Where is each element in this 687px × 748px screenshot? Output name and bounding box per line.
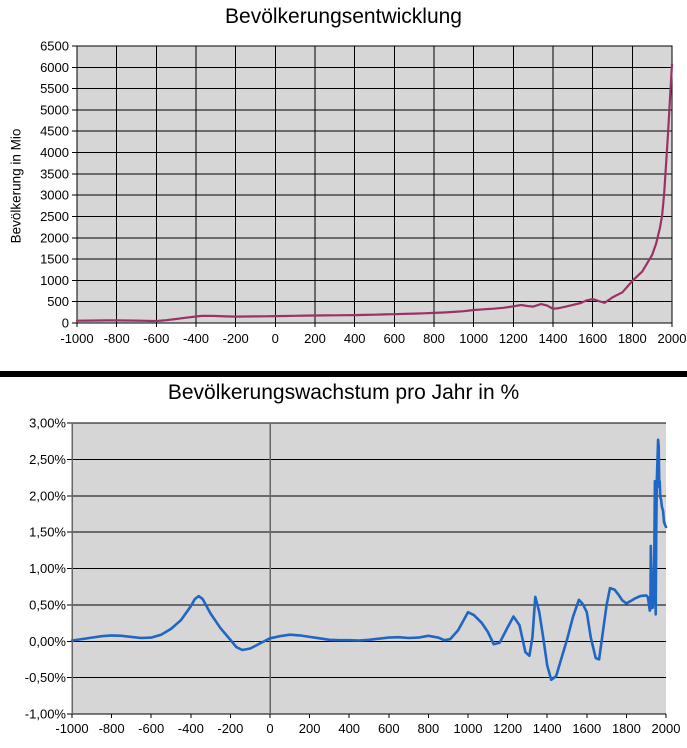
- y-tick-label: 4500: [40, 124, 69, 139]
- x-tick-label: -400: [178, 721, 204, 736]
- y-tick-label: 2,00%: [29, 488, 66, 503]
- y-tick-label: 1500: [40, 252, 69, 267]
- chart-divider-bar: [0, 371, 687, 377]
- x-tick-label: 0: [272, 331, 279, 346]
- y-tick-label: 0: [62, 316, 69, 331]
- y-tick-label: -1,00%: [25, 707, 67, 722]
- x-tick-label: 1400: [539, 331, 568, 346]
- x-tick-label: -800: [99, 721, 125, 736]
- x-tick-label: 1400: [533, 721, 562, 736]
- x-tick-label: 1000: [454, 721, 483, 736]
- y-tick-label: 2,50%: [29, 452, 66, 467]
- y-tick-label: 0,50%: [29, 597, 66, 612]
- plot-area: [77, 46, 672, 323]
- y-tick-label: 5500: [40, 81, 69, 96]
- x-tick-label: 400: [344, 331, 366, 346]
- x-tick-label: 400: [338, 721, 360, 736]
- y-tick-label: 6000: [40, 60, 69, 75]
- x-tick-label: 600: [383, 331, 405, 346]
- x-tick-label: 2000: [652, 721, 681, 736]
- x-tick-label: 200: [304, 331, 326, 346]
- x-tick-label: 800: [418, 721, 440, 736]
- x-tick-label: -1000: [60, 331, 93, 346]
- y-tick-label: 5000: [40, 102, 69, 117]
- x-tick-label: -400: [183, 331, 209, 346]
- x-tick-label: 1600: [572, 721, 601, 736]
- y-tick-label: 1,00%: [29, 561, 66, 576]
- x-tick-label: -600: [143, 331, 169, 346]
- x-tick-label: 1200: [493, 721, 522, 736]
- x-tick-label: -600: [138, 721, 164, 736]
- y-tick-label: 4000: [40, 145, 69, 160]
- y-tick-label: 2500: [40, 209, 69, 224]
- x-tick-label: 1200: [499, 331, 528, 346]
- y-tick-label: -0,50%: [25, 670, 67, 685]
- x-tick-label: 1800: [612, 721, 641, 736]
- growth-rate-chart-title: Bevölkerungswachstum pro Jahr in %: [167, 381, 520, 404]
- y-tick-label: 3000: [40, 188, 69, 203]
- x-tick-label: -200: [223, 331, 249, 346]
- y-tick-label: 500: [47, 294, 69, 309]
- y-tick-label: 3500: [40, 166, 69, 181]
- x-tick-label: -200: [217, 721, 243, 736]
- y-tick-label: 1,50%: [29, 525, 66, 540]
- x-tick-label: 200: [299, 721, 321, 736]
- population-series-line: [75, 63, 674, 323]
- y-tick-label: 6500: [40, 39, 69, 54]
- y-tick-label: 2000: [40, 230, 69, 245]
- x-tick-label: 600: [378, 721, 400, 736]
- x-tick-label: 0: [266, 721, 273, 736]
- plot-border: [76, 45, 673, 324]
- growth-rate-chart: 3,00% 2,50% 2,00% 1,50% 1,00% 0,50% 0,00% -0,50…: [25, 416, 681, 737]
- x-tick-label: 1800: [618, 331, 647, 346]
- population-chart-title: Bevölkerungsentwicklung: [225, 5, 462, 28]
- population-development-chart: 0500100015002000250030003500400045005000…: [40, 39, 687, 347]
- growth-rate-series-line: [70, 438, 668, 682]
- x-tick-label: 1600: [578, 331, 607, 346]
- x-tick-label: -1000: [55, 721, 88, 736]
- x-tick-label: 800: [423, 331, 445, 346]
- x-tick-label: 2000: [658, 331, 687, 346]
- y-tick-label: 0,00%: [29, 634, 66, 649]
- y-tick-label: 3,00%: [29, 416, 66, 431]
- y-tick-label: 1000: [40, 273, 69, 288]
- x-tick-label: -800: [104, 331, 130, 346]
- x-tick-label: 1000: [459, 331, 488, 346]
